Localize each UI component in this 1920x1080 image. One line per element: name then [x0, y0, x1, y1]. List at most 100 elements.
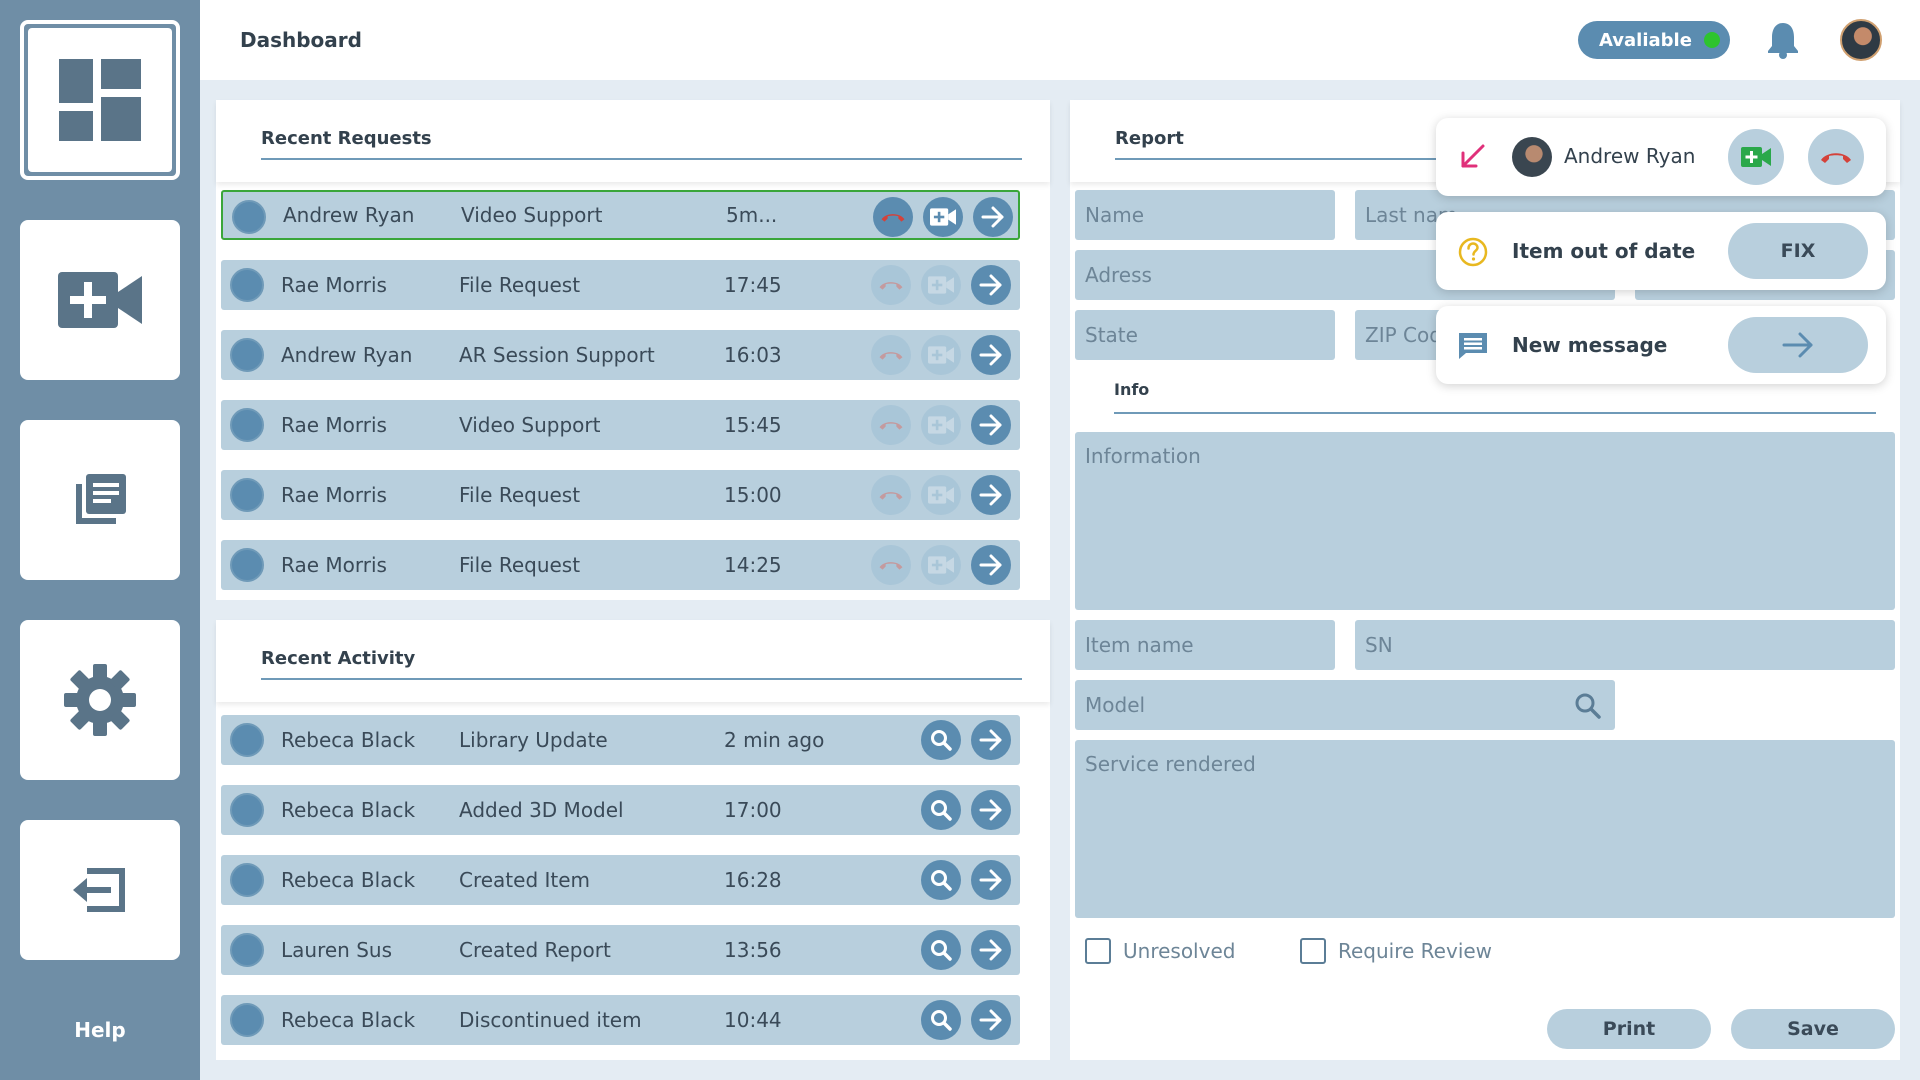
video-call-button[interactable]	[921, 335, 961, 375]
request-type: Video Support	[461, 203, 603, 227]
video-call-button[interactable]	[921, 265, 961, 305]
open-activity-button[interactable]	[971, 720, 1011, 760]
print-button[interactable]: Print	[1547, 1009, 1711, 1049]
request-row[interactable]: Rae Morris Video Support 15:45	[221, 400, 1020, 450]
divider	[261, 678, 1022, 680]
person-name: Rebeca Black	[281, 1008, 416, 1032]
sidebar-item-dashboard[interactable]	[20, 20, 180, 180]
divider	[261, 158, 1022, 160]
item-name-field[interactable]: Item name	[1075, 620, 1335, 670]
question-icon	[1458, 237, 1488, 267]
timestamp: 2 min ago	[724, 728, 825, 752]
sn-placeholder: SN	[1365, 633, 1393, 657]
incoming-arrow-icon	[1461, 144, 1485, 168]
open-activity-button[interactable]	[971, 860, 1011, 900]
decline-call-button[interactable]	[871, 265, 911, 305]
request-row[interactable]: Andrew Ryan Video Support 5m...	[221, 190, 1020, 240]
decline-call-button[interactable]	[871, 405, 911, 445]
sidebar-item-logout[interactable]	[20, 820, 180, 960]
alert-text: Item out of date	[1512, 239, 1696, 263]
request-type: Video Support	[459, 413, 601, 437]
checkbox-box[interactable]	[1085, 938, 1111, 964]
message-icon	[1459, 333, 1487, 359]
avatar	[230, 723, 264, 757]
request-row[interactable]: Rae Morris File Request 17:45	[221, 260, 1020, 310]
open-request-button[interactable]	[971, 405, 1011, 445]
notifications-bell-icon[interactable]	[1767, 21, 1799, 63]
request-row[interactable]: Rae Morris File Request 14:25	[221, 540, 1020, 590]
open-request-button[interactable]	[971, 475, 1011, 515]
timestamp: 17:45	[724, 273, 782, 297]
search-icon[interactable]	[1575, 693, 1601, 719]
decline-call-button[interactable]	[871, 475, 911, 515]
help-link[interactable]: Help	[74, 1018, 126, 1042]
search-button[interactable]	[921, 720, 961, 760]
information-textarea[interactable]: Information	[1075, 432, 1895, 610]
panel-title: Recent Activity	[261, 648, 416, 669]
decline-call-button[interactable]	[1808, 129, 1864, 185]
search-button[interactable]	[921, 860, 961, 900]
open-message-button[interactable]	[1728, 317, 1868, 373]
panel-title: Report	[1115, 128, 1184, 149]
open-activity-button[interactable]	[971, 790, 1011, 830]
video-call-button[interactable]	[921, 545, 961, 585]
search-button[interactable]	[921, 1000, 961, 1040]
avatar	[230, 268, 264, 302]
model-placeholder: Model	[1085, 693, 1146, 717]
state-field[interactable]: State	[1075, 310, 1335, 360]
model-search-field[interactable]: Model	[1075, 680, 1615, 730]
sn-field[interactable]: SN	[1355, 620, 1895, 670]
hang-up-icon	[1821, 153, 1851, 163]
activity-row[interactable]: Rebeca Black Added 3D Model 17:00	[221, 785, 1020, 835]
video-call-button[interactable]	[921, 475, 961, 515]
timestamp: 17:00	[724, 798, 782, 822]
item-out-of-date-notification: Item out of date FIX	[1436, 212, 1886, 290]
zip-placeholder: ZIP Cod	[1365, 323, 1442, 347]
timestamp: 15:45	[724, 413, 782, 437]
avatar	[230, 933, 264, 967]
address-placeholder: Adress	[1085, 263, 1152, 287]
person-name: Rae Morris	[281, 413, 387, 437]
activity-row[interactable]: Rebeca Black Library Update 2 min ago	[221, 715, 1020, 765]
decline-call-button[interactable]	[873, 197, 913, 237]
open-activity-button[interactable]	[971, 1000, 1011, 1040]
fix-button[interactable]: FIX	[1728, 223, 1868, 279]
request-row[interactable]: Andrew Ryan AR Session Support 16:03	[221, 330, 1020, 380]
request-type: File Request	[459, 553, 581, 577]
require-review-checkbox[interactable]: Require Review	[1300, 938, 1492, 964]
open-request-button[interactable]	[971, 545, 1011, 585]
decline-call-button[interactable]	[871, 335, 911, 375]
search-button[interactable]	[921, 790, 961, 830]
activity-row[interactable]: Rebeca Black Created Item 16:28	[221, 855, 1020, 905]
search-button[interactable]	[921, 930, 961, 970]
open-request-button[interactable]	[971, 265, 1011, 305]
name-field[interactable]: Name	[1075, 190, 1335, 240]
video-call-button[interactable]	[921, 405, 961, 445]
open-request-button[interactable]	[973, 197, 1013, 237]
open-request-button[interactable]	[971, 335, 1011, 375]
video-call-button[interactable]	[923, 197, 963, 237]
timestamp: 10:44	[724, 1008, 782, 1032]
request-row[interactable]: Rae Morris File Request 15:00	[221, 470, 1020, 520]
activity-row[interactable]: Lauren Sus Created Report 13:56	[221, 925, 1020, 975]
top-header: Dashboard Avaliable	[200, 0, 1920, 80]
info-section-label: Info	[1114, 380, 1150, 399]
recent-activity-panel: Recent Activity	[216, 620, 1050, 1060]
gear-icon	[64, 664, 136, 736]
availability-toggle[interactable]: Avaliable	[1578, 21, 1730, 59]
checkbox-box[interactable]	[1300, 938, 1326, 964]
decline-call-button[interactable]	[871, 545, 911, 585]
request-type: Created Report	[459, 938, 611, 962]
user-avatar[interactable]	[1840, 19, 1882, 61]
person-name: Rebeca Black	[281, 798, 416, 822]
service-rendered-textarea[interactable]: Service rendered	[1075, 740, 1895, 918]
unresolved-checkbox[interactable]: Unresolved	[1085, 938, 1235, 964]
accept-video-call-button[interactable]	[1728, 129, 1784, 185]
new-message-notification: New message	[1436, 306, 1886, 384]
activity-row[interactable]: Rebeca Black Discontinued item 10:44	[221, 995, 1020, 1045]
sidebar-item-new-video-call[interactable]	[20, 220, 180, 380]
open-activity-button[interactable]	[971, 930, 1011, 970]
sidebar-item-library[interactable]	[20, 420, 180, 580]
save-button[interactable]: Save	[1731, 1009, 1895, 1049]
sidebar-item-settings[interactable]	[20, 620, 180, 780]
